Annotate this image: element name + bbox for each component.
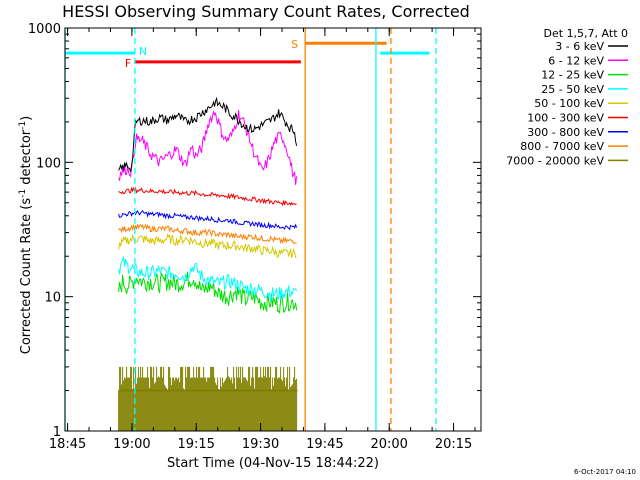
x-axis: 18:45 19:00 19:15 19:30 19:45 20:00 20:15: [49, 28, 476, 452]
x-tick-label: 18:45: [49, 437, 86, 452]
y-axis-label: Corrected Count Rate (s-1 detector-1): [18, 116, 34, 354]
plot-area: NF S: [64, 28, 437, 431]
x-tick-label: 19:15: [177, 437, 214, 452]
y-axis: 1 10 100 1000: [28, 22, 481, 440]
y-tick-label: 1000: [28, 22, 61, 37]
y-tick-label: 1: [53, 425, 61, 440]
x-tick-label: 20:00: [370, 437, 407, 452]
y-tick-label: 10: [44, 291, 61, 306]
legend-label: 300 - 800 keV: [527, 126, 604, 139]
annotation-label: S: [291, 38, 298, 51]
legend-label: 6 - 12 keV: [548, 54, 604, 67]
x-tick-label: 19:45: [306, 437, 343, 452]
series-100-300keV-line: [118, 186, 297, 207]
chart-title: HESSI Observing Summary Count Rates, Cor…: [62, 2, 470, 21]
y-tick-label: 100: [36, 156, 61, 171]
legend-label: 50 - 100 keV: [534, 97, 604, 110]
legend-label: 7000 - 20000 keV: [506, 154, 604, 167]
series-12-25keV-line: [118, 271, 298, 314]
x-tick-label: 19:30: [242, 437, 279, 452]
series-300-800keV-line: [118, 210, 298, 231]
annotation-label: F: [125, 57, 131, 70]
series-6-12keV-line: [118, 109, 298, 185]
legend-label: 25 - 50 keV: [541, 83, 604, 96]
legend-label: 3 - 6 keV: [555, 40, 604, 53]
x-axis-label: Start Time (04-Nov-15 18:44:22): [167, 456, 379, 471]
x-tick-label: 19:00: [113, 437, 150, 452]
series-50-100keV-line: [118, 233, 297, 259]
annotation-label: N: [139, 45, 147, 58]
series-800-7000keV-line: [118, 223, 297, 245]
legend-label: 800 - 7000 keV: [520, 140, 604, 153]
timestamp-footer: 6-Oct-2017 04:10: [574, 468, 636, 476]
legend-title: Det 1,5,7, Att 0: [544, 27, 628, 40]
plot-frame: [64, 27, 482, 432]
x-tick-label: 20:15: [435, 437, 472, 452]
series-3-6keV-line: [118, 96, 298, 173]
series-25-50keV-line: [118, 256, 298, 301]
legend-label: 100 - 300 keV: [527, 112, 604, 125]
legend-label: 12 - 25 keV: [541, 69, 604, 82]
